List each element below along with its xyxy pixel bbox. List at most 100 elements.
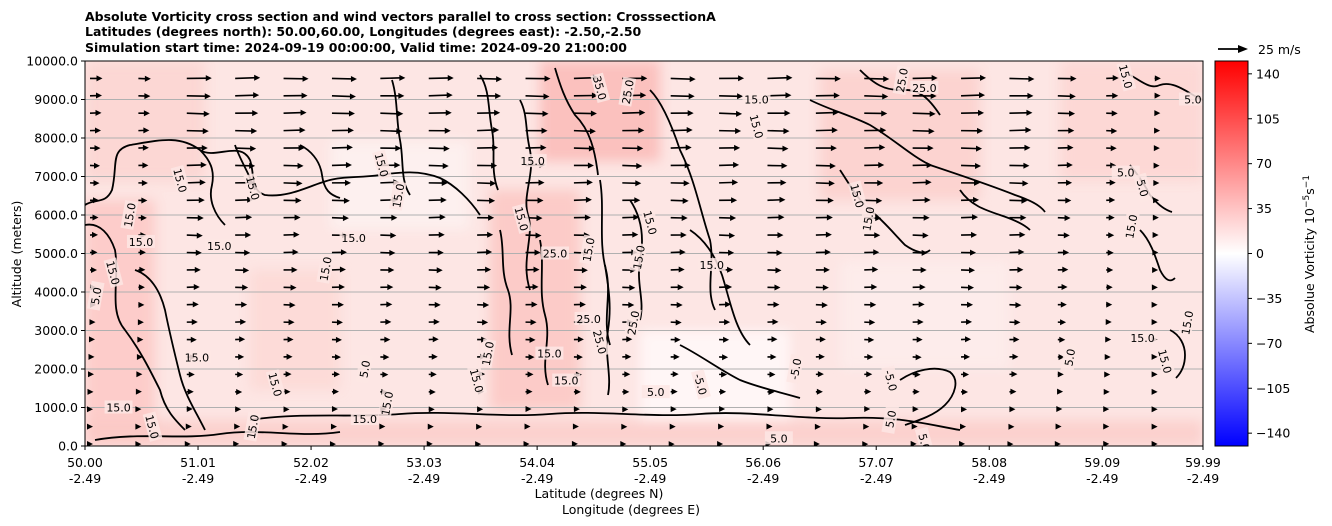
wind-vector-head bbox=[143, 110, 150, 117]
x-tick-label-lat: 59.99 bbox=[1185, 455, 1221, 470]
wind-vector bbox=[961, 147, 979, 150]
wind-vector-head bbox=[1153, 179, 1160, 186]
wind-vector-head bbox=[1152, 266, 1159, 273]
x-tick-label-lat: 51.01 bbox=[180, 455, 216, 470]
wind-vector-head bbox=[735, 128, 742, 135]
wind-vector-head bbox=[343, 197, 350, 204]
wind-vector-head bbox=[1105, 336, 1112, 343]
x-tick-label-lon: -2.49 bbox=[1086, 471, 1118, 486]
wind-vector-head bbox=[1008, 423, 1015, 430]
contour-line bbox=[199, 149, 226, 226]
wind-vector-head bbox=[1103, 423, 1110, 430]
wind-vector-head bbox=[817, 371, 824, 378]
wind-vector-head bbox=[330, 423, 337, 430]
wind-vector-head bbox=[1024, 144, 1031, 151]
wind-vector-head bbox=[485, 266, 492, 273]
contour-line bbox=[689, 229, 751, 346]
contour-label-bg bbox=[629, 242, 648, 273]
wind-vector bbox=[961, 164, 978, 167]
wind-vector bbox=[961, 216, 975, 219]
wind-vector-head bbox=[1151, 371, 1158, 378]
wind-vector-head bbox=[588, 145, 595, 152]
wind-vector-head bbox=[1013, 336, 1020, 343]
wind-vector-head bbox=[1154, 110, 1161, 117]
wind-vector-head bbox=[721, 371, 728, 378]
wind-vector-head bbox=[186, 406, 193, 413]
wind-vector-head bbox=[1151, 301, 1158, 308]
wind-vector-head bbox=[427, 423, 434, 430]
x-tick-label-lon: -2.49 bbox=[634, 471, 666, 486]
wind-vector-head bbox=[1104, 354, 1111, 361]
wind-vector-head bbox=[137, 319, 144, 326]
wind-vector-head bbox=[331, 406, 338, 413]
y-axis-label: Altitude (meters) bbox=[9, 201, 24, 308]
wind-vector bbox=[186, 112, 206, 115]
wind-vector-head bbox=[1054, 441, 1061, 446]
colorbar-tick-label: −105 bbox=[1256, 381, 1290, 396]
wind-vector-head bbox=[684, 162, 691, 169]
contour-line bbox=[94, 431, 341, 441]
colorbar-tick-label: −140 bbox=[1256, 426, 1290, 441]
quiver-key-label: 25 m/s bbox=[1258, 42, 1301, 57]
wind-vector-head bbox=[1012, 353, 1019, 360]
wind-vector-head bbox=[1105, 318, 1112, 325]
wind-vector-head bbox=[874, 232, 881, 239]
wind-vector-head bbox=[825, 231, 832, 238]
wind-vector-head bbox=[862, 441, 869, 446]
wind-vector-head bbox=[1023, 162, 1030, 169]
horizontal-gridlines bbox=[85, 99, 1203, 408]
wind-vector-head bbox=[723, 336, 730, 343]
contour-label-bg bbox=[205, 238, 234, 252]
wind-vector-head bbox=[246, 214, 253, 221]
wind-vector-head bbox=[531, 301, 538, 308]
wind-vector-head bbox=[876, 197, 883, 204]
wind-vector-head bbox=[727, 266, 734, 273]
wind-vector bbox=[719, 112, 739, 115]
wind-vector-head bbox=[526, 388, 533, 395]
wind-vector-head bbox=[238, 353, 245, 360]
contour-label: 15.0 bbox=[554, 375, 579, 388]
wind-vector-head bbox=[91, 231, 98, 238]
wind-vector-head bbox=[490, 180, 497, 187]
contour-label-bg bbox=[535, 346, 564, 360]
wind-vector-head bbox=[1014, 319, 1021, 326]
wind-vector-head bbox=[734, 144, 741, 151]
colorbar-label-text: Absolue Vorticity 10 bbox=[1302, 208, 1317, 333]
x-tick-label-lat: 52.02 bbox=[293, 455, 329, 470]
wind-vector-head bbox=[966, 318, 973, 325]
wind-vector-head bbox=[824, 249, 831, 256]
x-axis-ticks: 50.00-2.4951.01-2.4952.02-2.4953.03-2.49… bbox=[67, 446, 1221, 486]
wind-vector-head bbox=[434, 301, 441, 308]
x-tick-label-lon: -2.49 bbox=[521, 471, 553, 486]
wind-vector-head bbox=[1106, 284, 1113, 291]
contour-label-bg bbox=[747, 111, 767, 142]
wind-vector-head bbox=[680, 231, 687, 238]
wind-vector-head bbox=[929, 110, 936, 117]
wind-vector-head bbox=[138, 284, 145, 291]
wind-vector-head bbox=[342, 215, 349, 222]
wind-vector-head bbox=[299, 127, 306, 134]
contour-label-bg bbox=[1128, 331, 1157, 345]
wind-vector-head bbox=[969, 267, 976, 274]
wind-vector-head bbox=[833, 92, 840, 99]
contour-line bbox=[499, 229, 513, 356]
wind-vector-head bbox=[196, 232, 203, 239]
wind-vector-head bbox=[197, 214, 204, 221]
wind-vector-head bbox=[968, 284, 975, 291]
wind-vector-head bbox=[530, 319, 537, 326]
wind-vector-head bbox=[689, 76, 696, 83]
contour-line bbox=[539, 239, 549, 386]
wind-vector-head bbox=[580, 284, 587, 291]
y-tick-label: 9000.0 bbox=[34, 92, 78, 107]
wind-vector-head bbox=[292, 249, 299, 256]
wind-vector-head bbox=[529, 336, 536, 343]
x-tick-label-lat: 58.08 bbox=[971, 455, 1007, 470]
contour-label: 15.0 bbox=[185, 351, 210, 364]
wind-vector-head bbox=[626, 336, 633, 343]
wind-vector-head bbox=[199, 179, 206, 186]
wind-vector-head bbox=[384, 336, 391, 343]
wind-vector-head bbox=[1022, 180, 1029, 187]
contour-label: 5.0 bbox=[647, 386, 665, 399]
contour-line bbox=[899, 367, 957, 426]
wind-vector-head bbox=[378, 440, 385, 446]
